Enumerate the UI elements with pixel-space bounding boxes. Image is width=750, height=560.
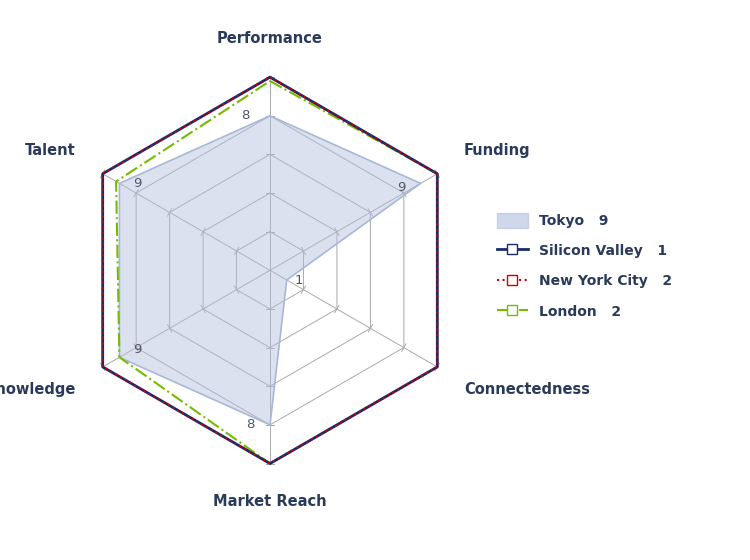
Text: 9: 9: [397, 181, 406, 194]
Text: 9: 9: [133, 343, 141, 356]
Legend: Tokyo   9, Silicon Valley   1, New York City   2, London   2: Tokyo 9, Silicon Valley 1, New York City…: [497, 213, 672, 319]
Text: Knowledge: Knowledge: [0, 382, 76, 398]
Text: Talent: Talent: [26, 143, 76, 158]
Text: 1: 1: [294, 273, 302, 287]
Text: Performance: Performance: [217, 31, 323, 46]
Text: 9: 9: [133, 177, 141, 190]
Text: Market Reach: Market Reach: [213, 494, 327, 510]
Text: 8: 8: [247, 418, 255, 431]
Text: Connectedness: Connectedness: [464, 382, 590, 398]
Text: 8: 8: [241, 109, 249, 122]
Text: Funding: Funding: [464, 143, 531, 158]
Polygon shape: [119, 116, 421, 425]
